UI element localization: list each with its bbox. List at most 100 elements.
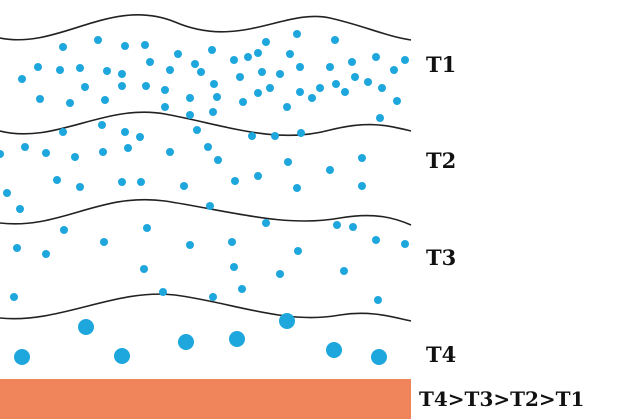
particle-dot [294,247,302,255]
particle-dot [231,177,239,185]
particle-dot [351,73,359,81]
particle-dot [81,83,89,91]
particle-dot [209,293,217,301]
base-bar [0,379,411,419]
particle-dot [78,319,94,335]
particle-dot [276,70,284,78]
particle-dot [349,223,357,231]
particle-dot [140,265,148,273]
particle-dot [401,56,409,64]
particle-dot [193,126,201,134]
particle-dot [161,103,169,111]
particle-dot [254,89,262,97]
particle-dot [141,41,149,49]
particle-dot [121,42,129,50]
particle-dot [308,94,316,102]
particle-dot [10,293,18,301]
particle-dot [161,86,169,94]
particle-dot [103,67,111,75]
layer-boundary-2 [0,111,412,137]
particle-dot [271,132,279,140]
order-statement: T4>T3>T2>T1 [419,387,585,411]
particle-dot [13,244,21,252]
particle-dot [316,84,324,92]
particle-dot [118,178,126,186]
particle-dot [99,148,107,156]
particle-dot [230,263,238,271]
particle-dot [332,80,340,88]
particle-dot [276,270,284,278]
particle-dot [378,84,386,92]
particle-dot [262,219,270,227]
particle-dot [214,156,222,164]
particle-dot [14,349,30,365]
particle-dot [358,154,366,162]
particle-dot [0,150,4,158]
particle-dot [376,114,384,122]
particle-dot [16,205,24,213]
particle-dot [296,63,304,71]
particle-dot [136,133,144,141]
particle-dot [101,96,109,104]
particle-dot [208,46,216,54]
particle-dot [283,103,291,111]
particle-dot [59,128,67,136]
particle-dot [401,240,409,248]
particle-dot [297,129,305,137]
particle-dot [206,202,214,210]
particle-dot [56,66,64,74]
particle-dot [372,53,380,61]
particle-dot [326,166,334,174]
particle-dot [118,70,126,78]
particle-dot [293,184,301,192]
particle-dot [374,296,382,304]
layer-boundary-3 [0,198,412,226]
particle-dot [358,182,366,190]
particle-dot [197,68,205,76]
layer-label-t2: T2 [426,148,457,173]
particle-dot [121,128,129,136]
particle-dot [59,43,67,51]
particle-dot [326,63,334,71]
particle-dot [393,97,401,105]
particle-dot [372,236,380,244]
particle-dot [213,93,221,101]
particle-dot [174,50,182,58]
particle-dot [186,94,194,102]
particle-dot [266,84,274,92]
particle-dot [331,36,339,44]
particle-dot [230,56,238,64]
layer-boundary-1 [0,14,412,41]
layer-boundaries [0,14,412,322]
particle-dot [60,226,68,234]
particle-dot [137,178,145,186]
layer-label-t4: T4 [426,342,457,367]
particle-dot [186,111,194,119]
particle-dot [100,238,108,246]
particle-dot [236,73,244,81]
particle-dot [238,285,246,293]
particle-dot [364,78,372,86]
particle-dot [124,144,132,152]
particle-dot [228,238,236,246]
particle-dot [341,88,349,96]
particle-dot [258,68,266,76]
particle-dot [142,82,150,90]
particle-dot [98,121,106,129]
particle-dot [178,334,194,350]
particle-dot [371,349,387,365]
particle-dot [340,267,348,275]
particle-dot [229,331,245,347]
particle-dot [186,241,194,249]
particle-dot [180,182,188,190]
layer-label-t3: T3 [426,245,457,270]
particle-dot [248,132,256,140]
particle-dot [42,149,50,157]
particle-dot [159,288,167,296]
particle-dot [262,38,270,46]
particle-dot [284,158,292,166]
layer-label-t1: T1 [426,52,457,77]
particle-dot [326,342,342,358]
particle-dot [254,172,262,180]
